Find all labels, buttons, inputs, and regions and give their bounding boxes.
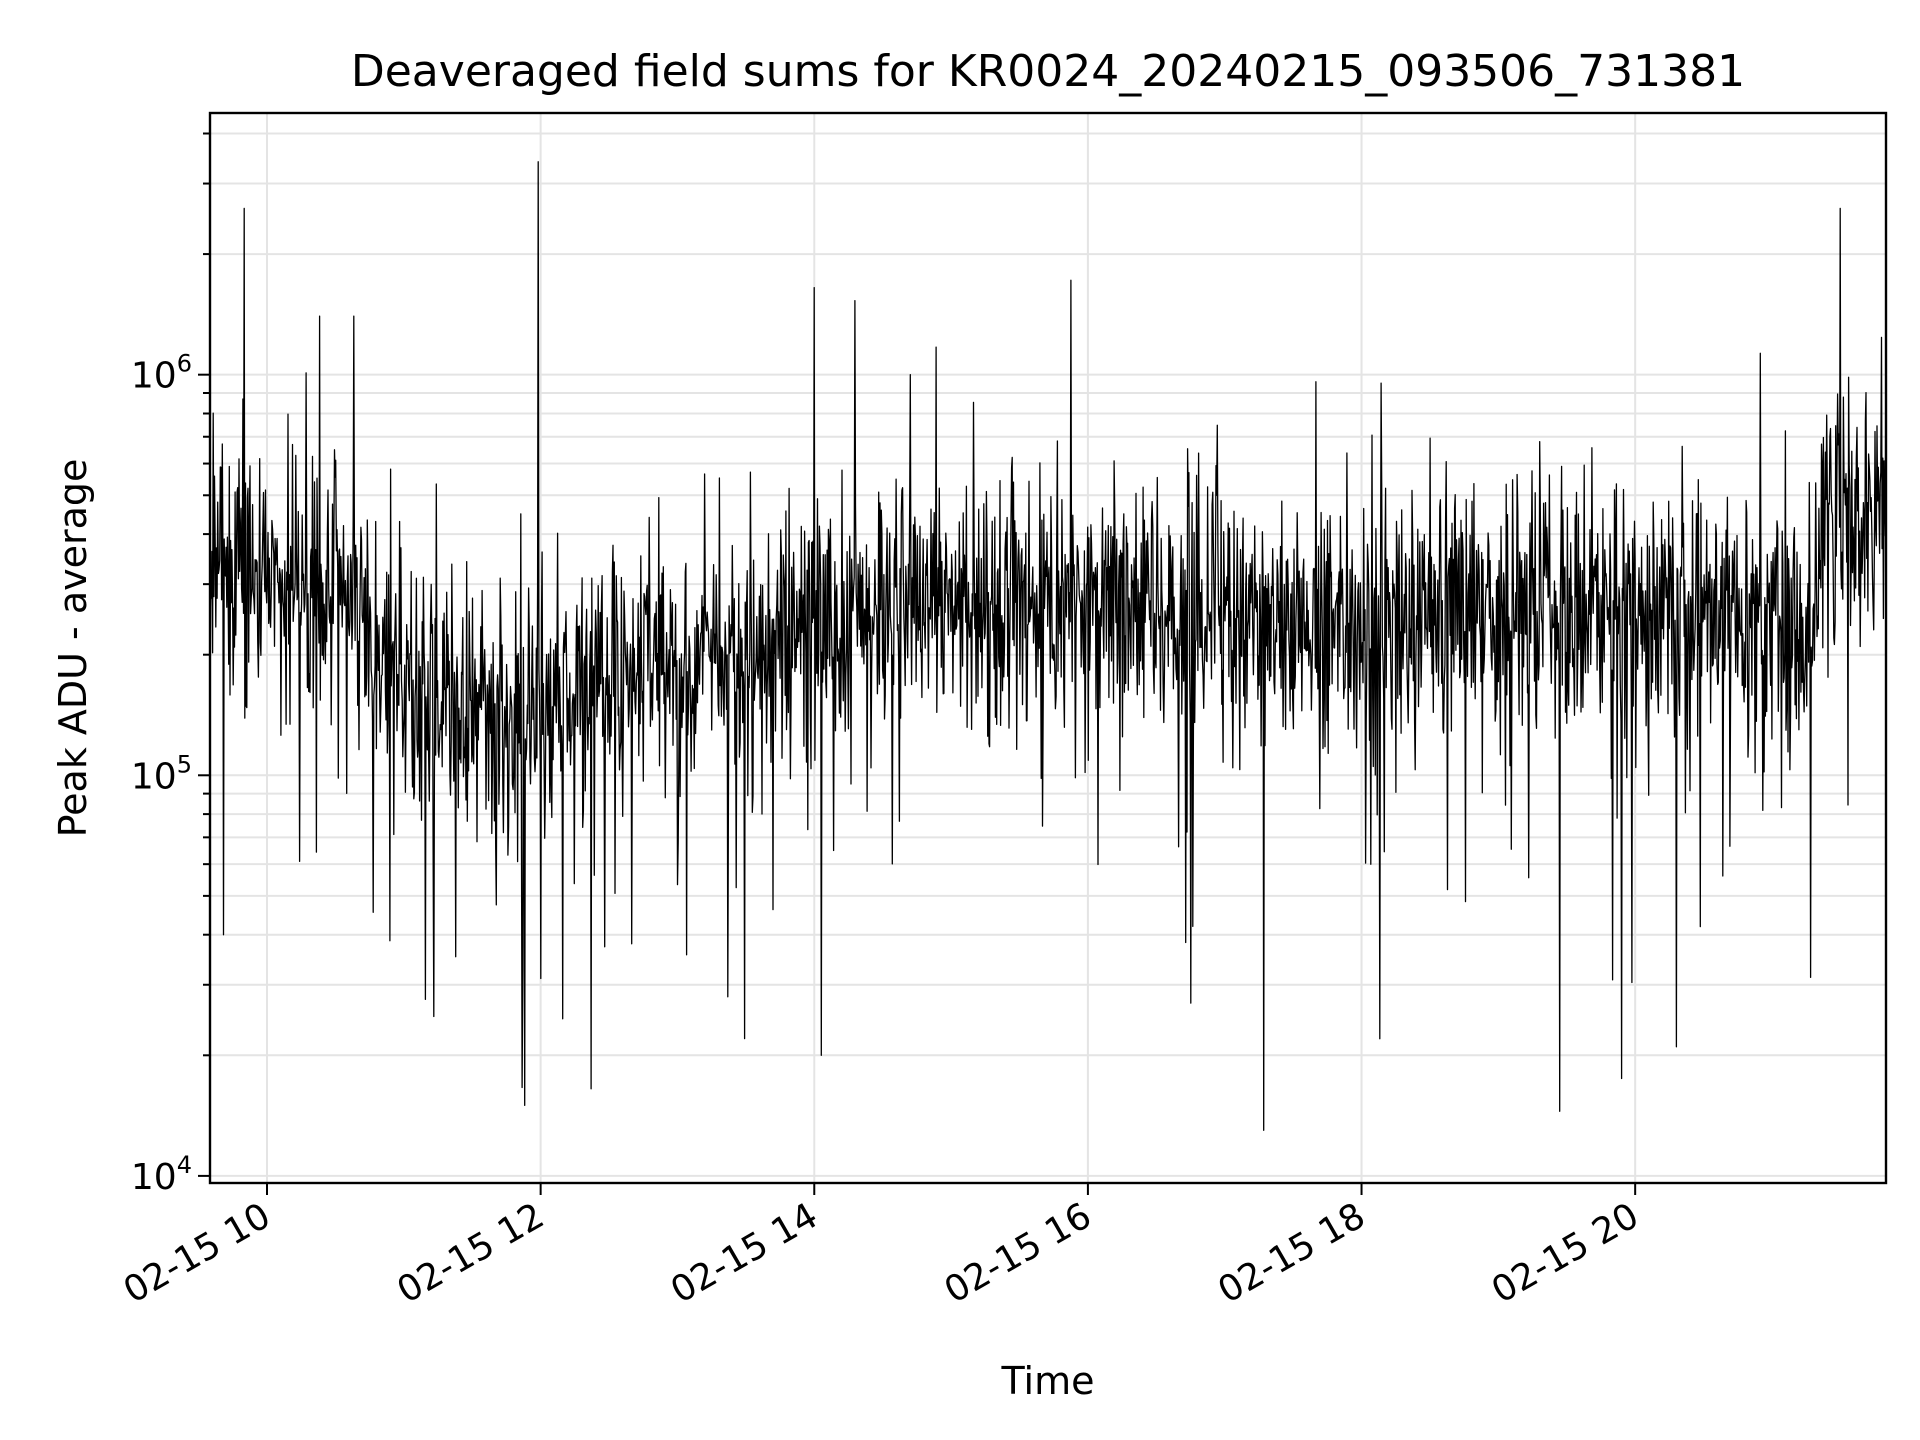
plot-frame bbox=[208, 111, 1888, 1185]
series-layer bbox=[209, 161, 1887, 1131]
y-tick-label: 106 bbox=[131, 350, 192, 397]
x-axis-label: Time bbox=[1001, 1359, 1095, 1403]
series-line bbox=[209, 161, 1887, 1131]
y-tick-label: 104 bbox=[131, 1151, 192, 1198]
y-axis-label: Peak ADU - average bbox=[51, 459, 95, 838]
y-tick-label: 105 bbox=[131, 750, 192, 797]
chart-title: Deaveraged field sums for KR0024_2024021… bbox=[351, 46, 1745, 97]
